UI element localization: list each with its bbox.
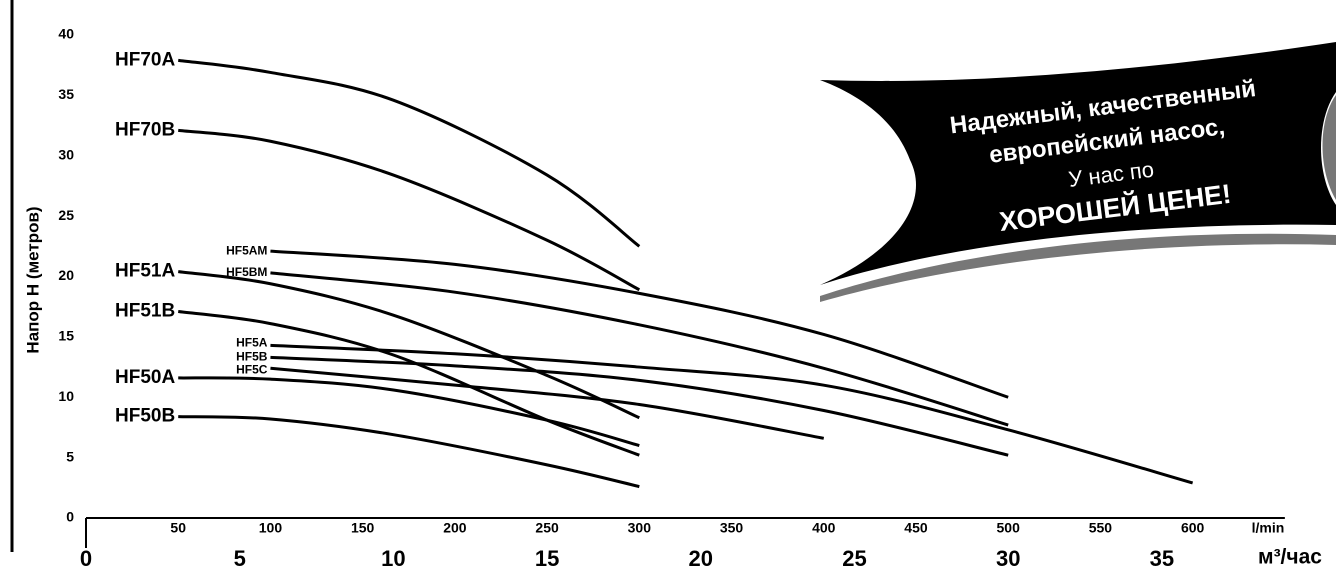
pump-curve — [178, 310, 640, 457]
y-tick-label: 15 — [58, 328, 74, 344]
curve-label: HF50A — [115, 367, 175, 388]
curve-label: HF51A — [115, 261, 175, 282]
pump-curve — [178, 415, 640, 489]
pump-curve — [270, 249, 1009, 399]
curve-label: HF5C — [236, 362, 268, 376]
x-tick-label: 5 — [234, 546, 246, 571]
x2-tick-label: 200 — [443, 520, 467, 536]
x-tick-label: 15 — [535, 546, 559, 571]
curve-label: HF5BM — [226, 265, 267, 279]
x2-axis-label: l/min — [1252, 520, 1285, 536]
x-axis-label: м³/час — [1258, 546, 1322, 569]
y-tick-label: 30 — [58, 146, 74, 162]
curve-label: HF5AM — [226, 243, 267, 257]
x2-tick-label: 300 — [628, 520, 652, 536]
y-axis-label: Напор H (метров) — [23, 206, 42, 353]
x2-tick-label: 250 — [535, 520, 559, 536]
x2-tick-label: 400 — [812, 520, 836, 536]
pump-curve — [178, 128, 641, 292]
x2-tick-label: 600 — [1181, 520, 1205, 536]
x-tick-label: 20 — [689, 546, 713, 571]
y-tick-label: 0 — [66, 509, 74, 525]
curve-label: HF51B — [115, 301, 175, 322]
x2-tick-label: 500 — [997, 520, 1021, 536]
y-tick-label: 25 — [58, 207, 74, 223]
x-tick-label: 35 — [1150, 546, 1174, 571]
pump-curve — [270, 343, 1194, 485]
y-tick-label: 35 — [58, 86, 74, 102]
x2-tick-label: 50 — [170, 520, 186, 536]
curve-label: HF70A — [115, 49, 175, 70]
x-tick-label: 0 — [80, 546, 92, 571]
banner-shape — [820, 42, 1336, 285]
x2-tick-label: 150 — [351, 520, 375, 536]
pump-curve — [178, 270, 640, 420]
y-tick-label: 40 — [58, 26, 74, 42]
x2-tick-label: 350 — [720, 520, 744, 536]
pump-curve — [178, 58, 641, 248]
banner-swoosh — [820, 233, 1336, 302]
pump-curve — [270, 355, 1009, 457]
curve-label: HF70B — [115, 119, 175, 140]
banner: Надежный, качественный европейский насос… — [820, 42, 1336, 302]
pump-curve — [270, 271, 1009, 427]
y-tick-label: 10 — [58, 388, 74, 404]
curve-label: HF50B — [115, 406, 175, 427]
y-tick-label: 5 — [66, 448, 74, 464]
curve-label: HF5A — [236, 335, 268, 349]
x-tick-label: 10 — [381, 546, 405, 571]
x2-tick-label: 100 — [259, 520, 283, 536]
x2-tick-label: 550 — [1089, 520, 1113, 536]
curve-label: HF5B — [236, 350, 268, 364]
x-tick-label: 25 — [842, 546, 866, 571]
x2-tick-label: 450 — [904, 520, 928, 536]
y-tick-label: 20 — [58, 267, 74, 283]
pump-curve — [270, 366, 825, 440]
banner-swoosh — [1322, 95, 1336, 200]
x-tick-label: 30 — [996, 546, 1020, 571]
pump-curve — [178, 376, 640, 447]
